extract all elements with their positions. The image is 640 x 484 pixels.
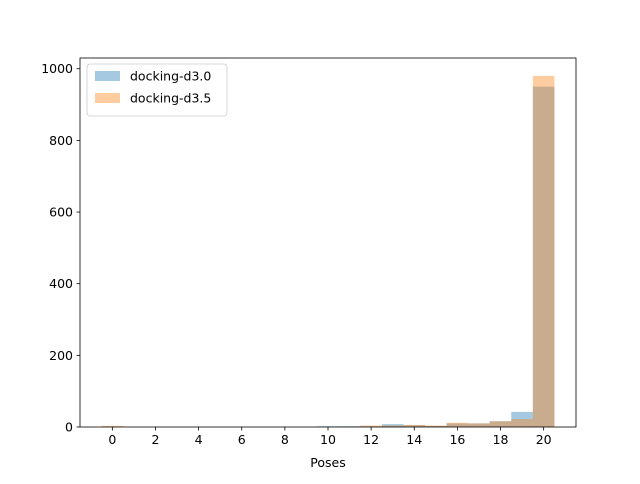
- x-tick-label: 20: [536, 432, 552, 447]
- bars-layer: [102, 76, 555, 427]
- legend-label: docking-d3.0: [130, 69, 211, 84]
- y-tick-label: 0: [65, 420, 73, 435]
- y-tick-label: 400: [49, 276, 73, 291]
- x-tick-label: 8: [281, 432, 289, 447]
- legend-label: docking-d3.5: [130, 91, 211, 106]
- bar: [468, 423, 490, 427]
- x-tick-label: 18: [493, 432, 509, 447]
- bar: [447, 423, 469, 427]
- y-tick-label: 1000: [41, 61, 73, 76]
- x-axis-label: Poses: [310, 455, 345, 470]
- series-docking-d3.0: [102, 87, 555, 427]
- legend-swatch: [95, 93, 120, 103]
- x-tick-label: 6: [238, 432, 246, 447]
- x-tick-label: 12: [363, 432, 379, 447]
- x-tick-label: 4: [195, 432, 203, 447]
- bar: [511, 419, 533, 427]
- y-tick-label: 200: [49, 348, 73, 363]
- legend: docking-d3.0 docking-d3.5: [87, 64, 227, 116]
- bar: [490, 421, 512, 427]
- y-tick-label: 600: [49, 205, 73, 220]
- bar: [533, 76, 555, 427]
- x-tick-label: 10: [320, 432, 336, 447]
- x-tick-label: 16: [449, 432, 465, 447]
- y-tick-label: 800: [49, 133, 73, 148]
- x-tick-label: 2: [152, 432, 160, 447]
- series-docking-d3.5: [102, 76, 555, 427]
- x-tick-label: 14: [406, 432, 422, 447]
- x-tick-label: 0: [108, 432, 116, 447]
- legend-swatch: [95, 71, 120, 81]
